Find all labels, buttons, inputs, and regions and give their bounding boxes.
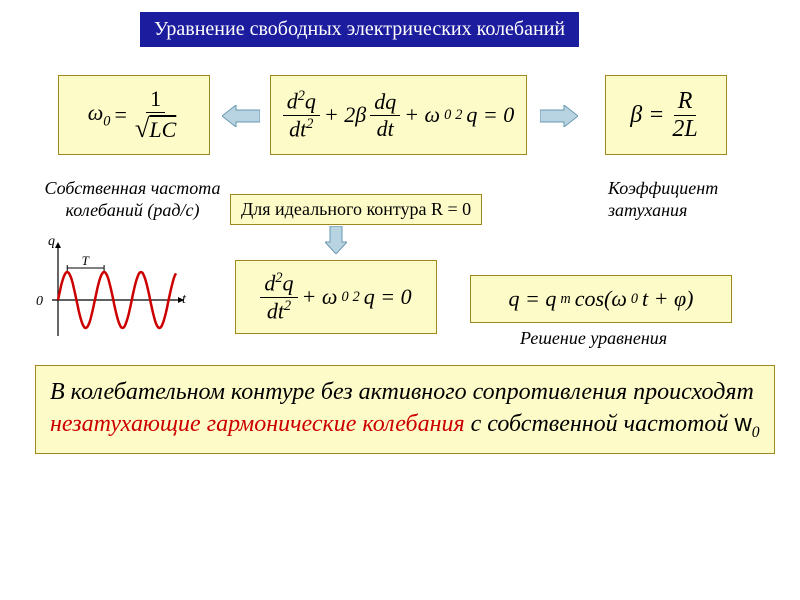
label-damping-coeff: Коэффициент затухания	[608, 178, 788, 221]
formula-omega0: ω0 = 1 √LC	[58, 75, 210, 155]
formula-dde: d2q dt2 + 2β dq dt + ω02 q = 0	[270, 75, 527, 155]
graph-zero-label: 0	[36, 294, 43, 310]
arrow-down-icon	[325, 226, 347, 254]
page-title: Уравнение свободных электрических колеба…	[140, 12, 579, 47]
formula-beta: β = R 2L	[605, 75, 727, 155]
label-natural-frequency: Собственная частота колебаний (рад/с)	[20, 178, 245, 221]
label-solution: Решение уравнения	[520, 328, 740, 350]
oscillation-graph: T	[40, 240, 190, 340]
graph-q-label: q	[48, 234, 55, 250]
arrow-right-icon	[540, 105, 578, 127]
formula-solution: q = qm cos(ω0t + φ)	[470, 275, 732, 323]
formula-dde-ideal: d2q dt2 + ω02 q = 0	[235, 260, 437, 334]
svg-text:T: T	[82, 253, 90, 268]
ideal-contour-note: Для идеального контура R = 0	[230, 194, 482, 225]
arrow-left-icon	[222, 105, 260, 127]
conclusion-box: В колебательном контуре без активного со…	[35, 365, 775, 454]
graph-t-label: t	[182, 292, 186, 308]
